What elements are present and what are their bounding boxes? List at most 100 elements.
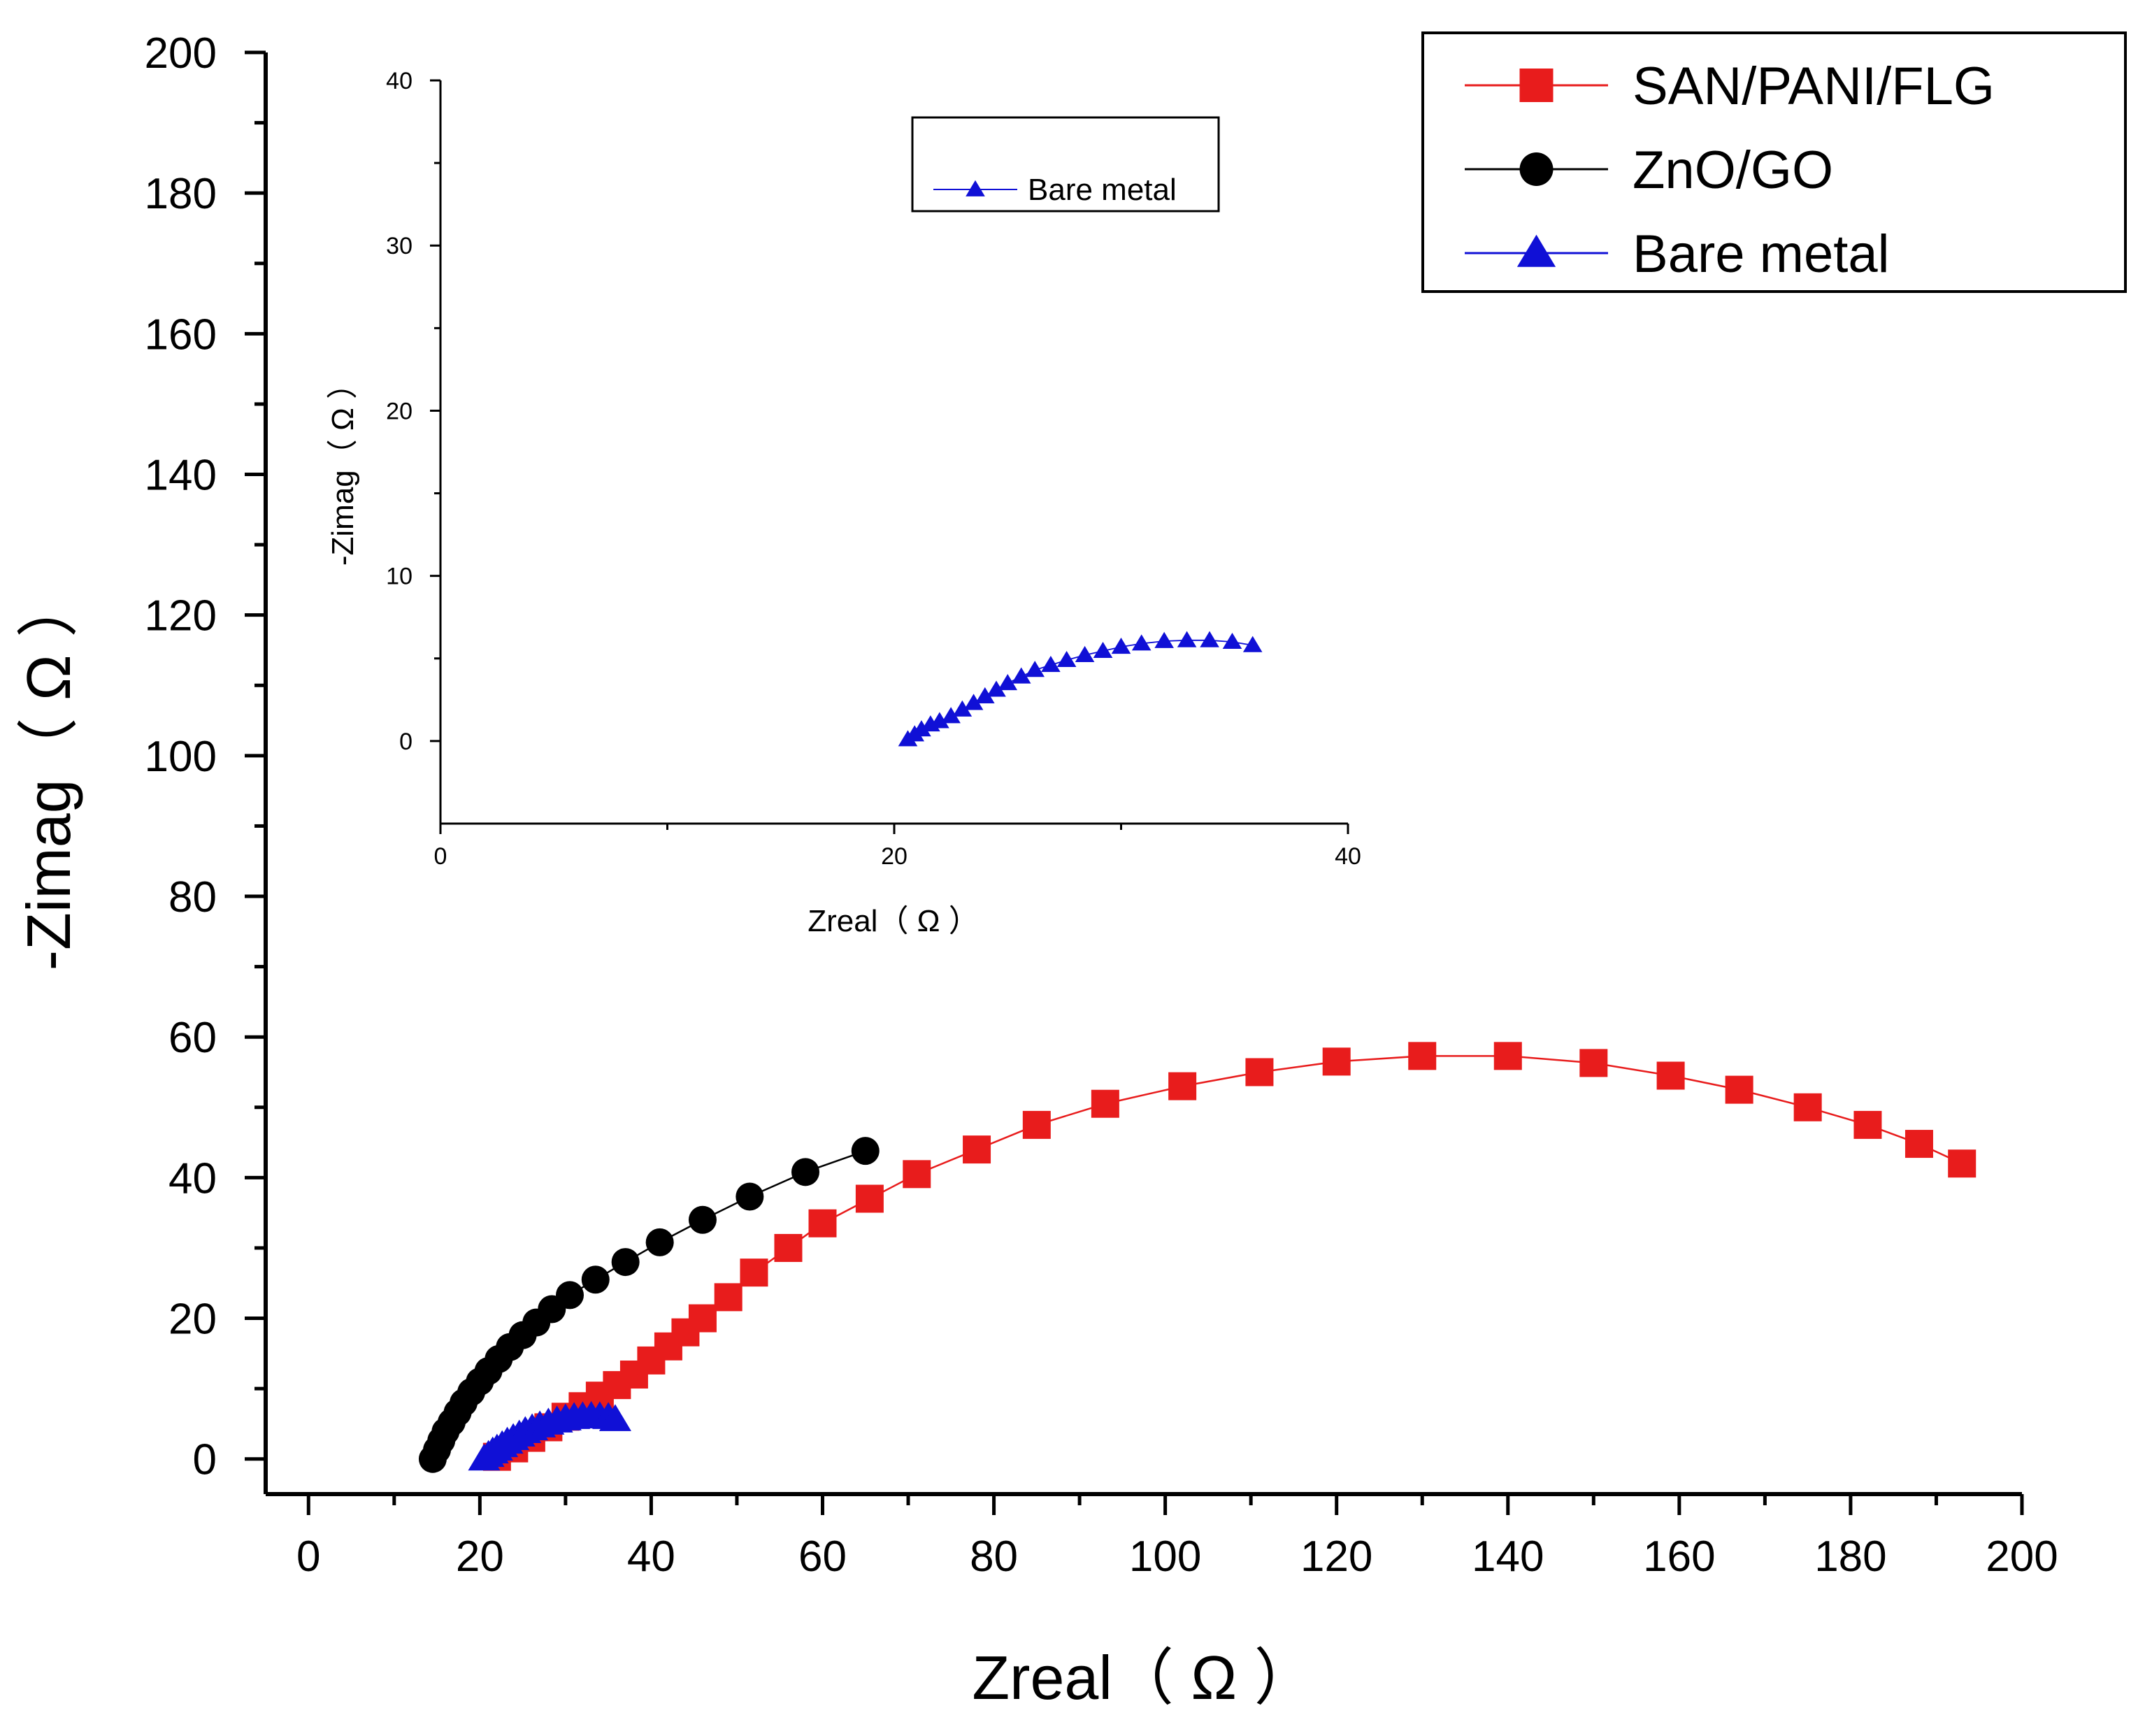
inset-data-point xyxy=(1177,631,1197,647)
main-x-tick-label: 100 xyxy=(1129,1533,1201,1581)
main-data-point xyxy=(808,1209,837,1238)
main-legend-label: ZnO/GO xyxy=(1633,141,1833,200)
main-plot: 0 20 40 60 80 100 120 140 160 180 2000204060801001… xyxy=(14,29,2127,1712)
main-x-axis-title: Zreal（ Ω ） xyxy=(972,1643,1315,1712)
main-data-point xyxy=(740,1258,768,1287)
inset-data-point xyxy=(1025,661,1045,677)
inset-x-tick-label: 20 xyxy=(881,843,908,870)
inset-x-axis-title: Zreal（ Ω ） xyxy=(808,904,980,938)
main-legend-marker xyxy=(1519,152,1554,186)
inset-y-tick-label: 40 xyxy=(386,68,412,94)
main-data-point xyxy=(1656,1061,1685,1090)
main-data-point xyxy=(1904,1130,1933,1158)
main-data-point xyxy=(581,1265,610,1294)
main-data-point xyxy=(903,1160,931,1189)
main-x-tick-label: 180 xyxy=(1814,1533,1886,1581)
inset-data-point xyxy=(987,680,1006,697)
inset-y-tick-label: 10 xyxy=(386,564,412,590)
inset-data-point xyxy=(1093,641,1113,659)
main-y-axis-title: -Zimag（ Ω ） xyxy=(14,576,83,970)
main-y-tick-label: 60 xyxy=(168,1014,217,1062)
inset-data-point xyxy=(1075,645,1095,662)
main-y-tick-label: 160 xyxy=(145,310,217,359)
main-data-point xyxy=(611,1248,640,1277)
main-data-point xyxy=(714,1283,742,1312)
inset-legend-box xyxy=(911,116,1220,213)
main-legend-label: SAN/PANI/FLG xyxy=(1633,57,1995,116)
inset-data-point xyxy=(1222,632,1242,650)
main-x-tick-label: 0 xyxy=(296,1533,320,1581)
inset-data-point xyxy=(912,720,931,737)
main-legend: SAN/PANI/FLG ZnO/GO Bare metal xyxy=(1421,31,2127,293)
main-data-point xyxy=(1853,1110,1882,1139)
main-data-point xyxy=(1168,1072,1197,1100)
main-data-point xyxy=(1022,1110,1051,1139)
inset-plot: 0 20 40 0 10 20 30 40 Zreal（ Ω ） -Zimag（ Ω ） Bare … xyxy=(326,68,1361,938)
main-y-tick-label: 120 xyxy=(145,592,217,640)
inset-data-point xyxy=(963,694,984,710)
inset-y-tick-label: 20 xyxy=(386,398,412,424)
inset-y-tick-label: 30 xyxy=(386,233,412,259)
main-y-tick-label: 40 xyxy=(168,1154,217,1203)
main-x-tick-label: 20 xyxy=(456,1533,504,1581)
inset-legend: Bare metal xyxy=(911,116,1220,213)
main-data-point xyxy=(688,1304,717,1333)
main-data-point xyxy=(1725,1075,1753,1104)
main-data-point xyxy=(791,1158,819,1186)
inset-y-tick-label: 0 xyxy=(399,729,412,755)
inset-data-point xyxy=(1011,667,1031,684)
main-x-tick-label: 140 xyxy=(1472,1533,1544,1581)
main-data-point xyxy=(1408,1042,1437,1070)
inset-data-point xyxy=(930,712,949,729)
main-legend-marker xyxy=(1516,234,1556,267)
main-legend-label: Bare metal xyxy=(1633,224,1890,284)
inset-data-point xyxy=(1111,638,1131,654)
main-data-point xyxy=(1245,1058,1274,1086)
main-data-point xyxy=(688,1205,717,1234)
main-series-zno-go xyxy=(418,1137,880,1473)
inset-y-axis-title: -Zimag（ Ω ） xyxy=(326,368,360,566)
inset-data-point xyxy=(1131,634,1152,651)
main-y-tick-label: 0 xyxy=(193,1436,217,1484)
inset-data-point xyxy=(1041,656,1061,673)
main-y-tick-label: 80 xyxy=(168,873,217,921)
inset-data-point xyxy=(1242,636,1263,652)
inset-data-point xyxy=(1056,650,1077,668)
main-data-point xyxy=(1493,1042,1522,1070)
main-y-tick-label: 140 xyxy=(145,452,217,500)
main-x-tick-label: 160 xyxy=(1643,1533,1715,1581)
main-x-tick-label: 60 xyxy=(798,1533,847,1581)
main-data-point xyxy=(556,1281,584,1310)
main-data-point xyxy=(598,1404,631,1431)
inset-data-point xyxy=(952,700,973,717)
main-data-point xyxy=(1793,1093,1822,1121)
inset-data-point xyxy=(941,707,961,724)
main-data-point xyxy=(855,1184,884,1213)
main-x-tick-label: 40 xyxy=(627,1533,675,1581)
main-data-point xyxy=(774,1233,803,1262)
inset-legend-label: Bare metal xyxy=(1028,173,1177,207)
main-data-point xyxy=(645,1228,674,1256)
inset-legend-marker xyxy=(966,180,985,196)
inset-data-point xyxy=(975,687,995,704)
main-y-tick-label: 20 xyxy=(168,1296,217,1344)
main-data-point xyxy=(963,1135,991,1164)
main-x-tick-label: 120 xyxy=(1300,1533,1372,1581)
main-data-point xyxy=(851,1137,880,1165)
inset-x-tick-label: 40 xyxy=(1335,843,1361,870)
main-series-bare-metal xyxy=(468,1400,631,1471)
main-x-tick-label: 200 xyxy=(1986,1533,2058,1581)
main-legend-marker xyxy=(1519,69,1554,102)
main-y-tick-label: 100 xyxy=(145,733,217,781)
main-data-point xyxy=(1579,1049,1608,1077)
main-data-point xyxy=(736,1182,764,1211)
main-x-tick-label: 80 xyxy=(970,1533,1018,1581)
inset-series-bare-metal xyxy=(898,631,1263,747)
main-data-point xyxy=(1091,1089,1119,1118)
main-y-tick-label: 200 xyxy=(145,29,217,78)
main-data-point xyxy=(1948,1149,1977,1178)
main-y-tick-label: 180 xyxy=(145,170,217,218)
inset-data-point xyxy=(1154,631,1174,648)
inset-x-tick-label: 0 xyxy=(434,843,447,870)
